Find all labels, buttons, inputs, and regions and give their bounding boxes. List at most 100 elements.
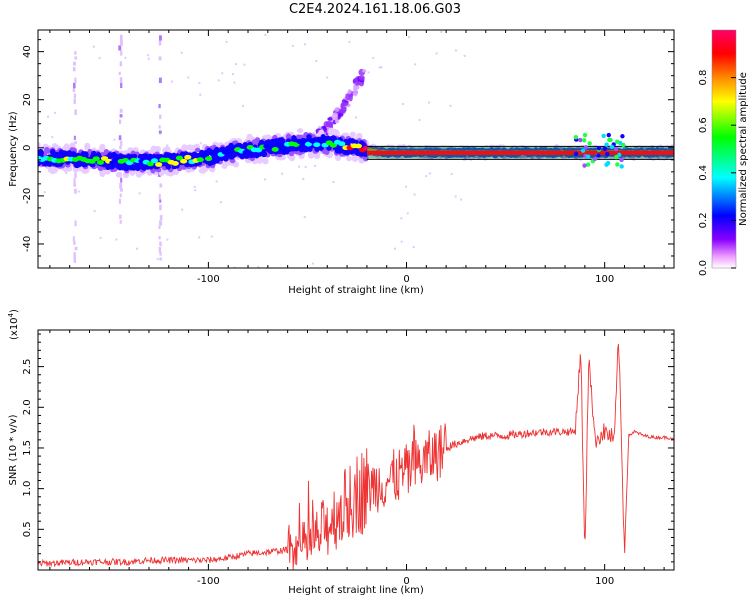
vertical-streak-mark xyxy=(119,114,123,118)
vertical-streak-mark xyxy=(119,193,122,198)
noise-speck xyxy=(93,210,96,213)
ridge-halo-mark xyxy=(45,148,51,154)
noise-speck xyxy=(462,266,465,268)
noise-speck xyxy=(332,181,335,184)
chirp-mark xyxy=(327,122,334,126)
ridge-halo-mark xyxy=(262,157,269,165)
vertical-streak-mark xyxy=(119,182,123,189)
vertical-streak-mark xyxy=(158,56,162,61)
vertical-streak-mark xyxy=(73,135,76,140)
vertical-streak-mark xyxy=(159,114,162,120)
noise-speck xyxy=(311,262,314,265)
vertical-streak-mark xyxy=(74,109,77,115)
noise-speck xyxy=(233,81,236,84)
noise-speck xyxy=(232,73,235,76)
vertical-streak-mark xyxy=(74,51,77,55)
vertical-streak-mark xyxy=(73,178,76,184)
ridge-core-mark xyxy=(354,143,362,149)
noise-speck xyxy=(449,104,452,107)
ridge-halo-mark xyxy=(356,132,363,140)
ridge-halo-mark xyxy=(296,128,304,134)
spike-cluster-mark xyxy=(605,151,610,157)
chirp-mark xyxy=(352,88,359,97)
spectrogram-y-tick-label: -20 xyxy=(22,188,33,204)
noise-speck xyxy=(147,54,150,57)
vertical-streak-mark xyxy=(119,219,122,224)
noise-speck xyxy=(99,236,102,239)
snr-line xyxy=(38,343,674,570)
noise-speck xyxy=(124,56,127,59)
snr-scale-text: (x104) xyxy=(7,309,20,340)
noise-speck xyxy=(372,56,375,59)
spectrogram-frame xyxy=(37,29,675,269)
ridge-core-mark xyxy=(275,142,283,148)
vertical-streak-mark xyxy=(73,98,76,105)
vertical-streak-mark xyxy=(74,220,77,227)
snr-panel: 0.5 1.0 1.5 2.0 2.5 -100 0 100 Height of strai… xyxy=(7,309,675,596)
chirp-mark xyxy=(362,69,367,73)
snr-scale-label: (x104) xyxy=(7,309,20,340)
vertical-streak-mark xyxy=(158,125,161,129)
snr-y-ticks: 0.5 1.0 1.5 2.0 2.5 xyxy=(22,333,674,563)
noise-speck xyxy=(418,119,421,122)
ridge-core-mark xyxy=(204,156,213,162)
spike-cluster-mark xyxy=(609,144,615,150)
vertical-streak-mark xyxy=(118,71,121,76)
chirp-mark xyxy=(355,81,360,87)
vertical-streak-mark xyxy=(73,61,76,66)
vertical-streak-mark xyxy=(158,225,161,229)
noise-speck xyxy=(406,212,409,215)
noise-speck xyxy=(463,54,466,57)
spectrogram-y-tick-label: 0 xyxy=(22,145,33,151)
noise-speck xyxy=(428,101,431,104)
noise-speck xyxy=(198,82,201,85)
noise-speck xyxy=(242,104,245,107)
spike-cluster-mark xyxy=(619,164,624,169)
ridge-core-mark xyxy=(96,160,105,165)
vertical-streak-mark xyxy=(73,257,77,263)
ridge-halo-mark xyxy=(154,145,161,153)
spike-cluster-mark xyxy=(580,148,586,153)
ridge-core-mark xyxy=(304,141,313,147)
vertical-streak-mark xyxy=(73,241,76,245)
vertical-streak-mark xyxy=(73,93,77,99)
noise-speck xyxy=(198,236,201,239)
noise-speck xyxy=(181,208,184,211)
spike-cluster-mark xyxy=(614,139,620,144)
noise-speck xyxy=(303,216,306,219)
ridge-core-mark xyxy=(200,152,209,158)
ridge-halo-mark xyxy=(122,171,130,179)
noise-speck xyxy=(450,173,453,176)
vertical-streak-mark xyxy=(158,236,161,240)
colorbar-tick-label: 0.6 xyxy=(698,117,709,133)
noise-speck xyxy=(92,45,95,48)
snr-y-tick-label: 2.5 xyxy=(22,359,33,375)
spike-cluster-mark xyxy=(604,142,609,147)
ridge-core-mark xyxy=(317,138,325,144)
noise-speck xyxy=(454,195,457,198)
vertical-streak-mark xyxy=(159,252,162,256)
noise-speck xyxy=(235,63,238,66)
noise-speck xyxy=(455,49,458,52)
noise-speck xyxy=(460,198,463,201)
ridge-halo-mark xyxy=(306,134,312,140)
vertical-streak-mark xyxy=(73,82,76,89)
noise-speck xyxy=(194,189,197,192)
ridge-halo-mark xyxy=(194,147,201,153)
chirp-mark xyxy=(354,85,360,90)
noise-speck xyxy=(170,80,173,83)
ridge-core-mark xyxy=(242,150,250,155)
chirp-mark xyxy=(323,121,330,128)
noise-speck xyxy=(77,190,80,193)
vertical-streak-mark xyxy=(119,108,123,113)
noise-speck xyxy=(264,178,267,181)
ridge-halo-mark xyxy=(313,152,321,160)
chirp-mark xyxy=(358,75,365,81)
figure-title: C2E4.2024.161.18.06.G03 xyxy=(288,2,462,17)
chirp-mark xyxy=(337,113,341,120)
ridge-core-mark xyxy=(175,155,184,161)
colorbar-tick-label: 0.2 xyxy=(698,212,709,228)
ridge-halo-mark xyxy=(115,171,123,178)
ridge-halo-mark xyxy=(81,162,87,168)
